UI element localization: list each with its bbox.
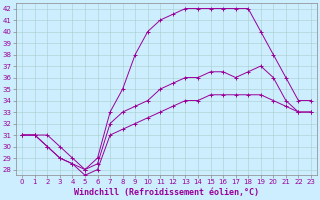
X-axis label: Windchill (Refroidissement éolien,°C): Windchill (Refroidissement éolien,°C) xyxy=(74,188,259,197)
